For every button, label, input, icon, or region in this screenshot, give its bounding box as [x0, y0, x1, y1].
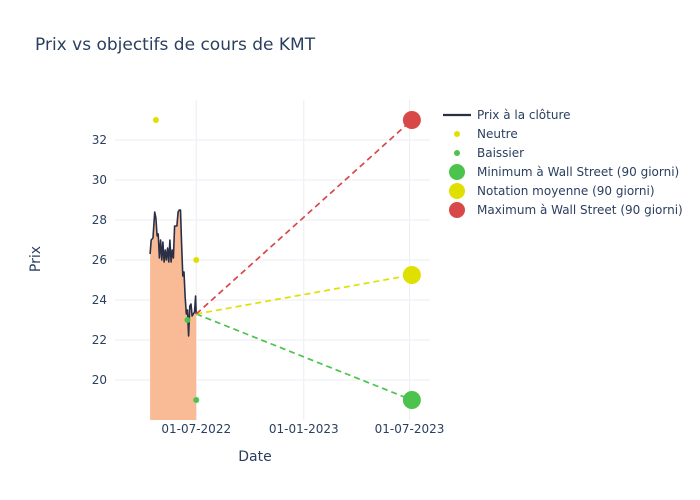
rating-point-baissier [193, 397, 200, 403]
y-tick-label: 30 [92, 173, 107, 187]
target-line [195, 119, 413, 315]
y-tick-label: 28 [92, 213, 107, 227]
legend-label: Baissier [477, 146, 524, 160]
area-layer [150, 210, 197, 420]
y-tick-label: 22 [92, 333, 107, 347]
legend-label: Prix à la clôture [477, 108, 571, 122]
target-point [402, 111, 421, 129]
legend: Prix à la clôture Neutre Baissier Minimum à… [443, 108, 683, 218]
x-tick-label: 01-01-2023 [269, 422, 339, 436]
legend-dot-swatch [454, 150, 460, 156]
y-tick-label: 24 [92, 293, 107, 307]
rating-point-neutre [193, 257, 200, 263]
marker-layer [152, 111, 421, 409]
legend-circle-swatch [449, 202, 465, 218]
price-area [150, 210, 197, 420]
y-axis-title: Prix [28, 246, 44, 272]
y-tick-label: 26 [92, 253, 107, 267]
target-line [195, 313, 413, 401]
legend-label: Notation moyenne (90 giorni) [477, 184, 655, 198]
tick-layer: 20 22 24 26 28 30 32 01-07-2022 01-01-2023 01-07-… [92, 133, 445, 436]
rating-point-baissier [184, 317, 191, 323]
legend-circle-swatch [449, 183, 465, 199]
x-tick-label: 01-07-2023 [375, 422, 445, 436]
y-tick-label: 20 [92, 373, 107, 387]
legend-label: Maximum à Wall Street (90 giorni) [477, 203, 683, 217]
chart-title: Prix vs objectifs de cours de KMT [35, 35, 316, 55]
legend-dot-swatch [454, 131, 460, 137]
target-line [196, 274, 413, 315]
x-tick-label: 01-07-2022 [161, 422, 231, 436]
legend-label: Minimum à Wall Street (90 giorni) [477, 165, 679, 179]
rating-point-neutre [152, 117, 159, 123]
legend-circle-swatch [449, 164, 465, 180]
y-tick-label: 32 [92, 133, 107, 147]
target-point [402, 391, 421, 409]
target-point [402, 266, 421, 284]
x-axis-title: Date [238, 449, 271, 465]
legend-label: Neutre [477, 127, 518, 141]
